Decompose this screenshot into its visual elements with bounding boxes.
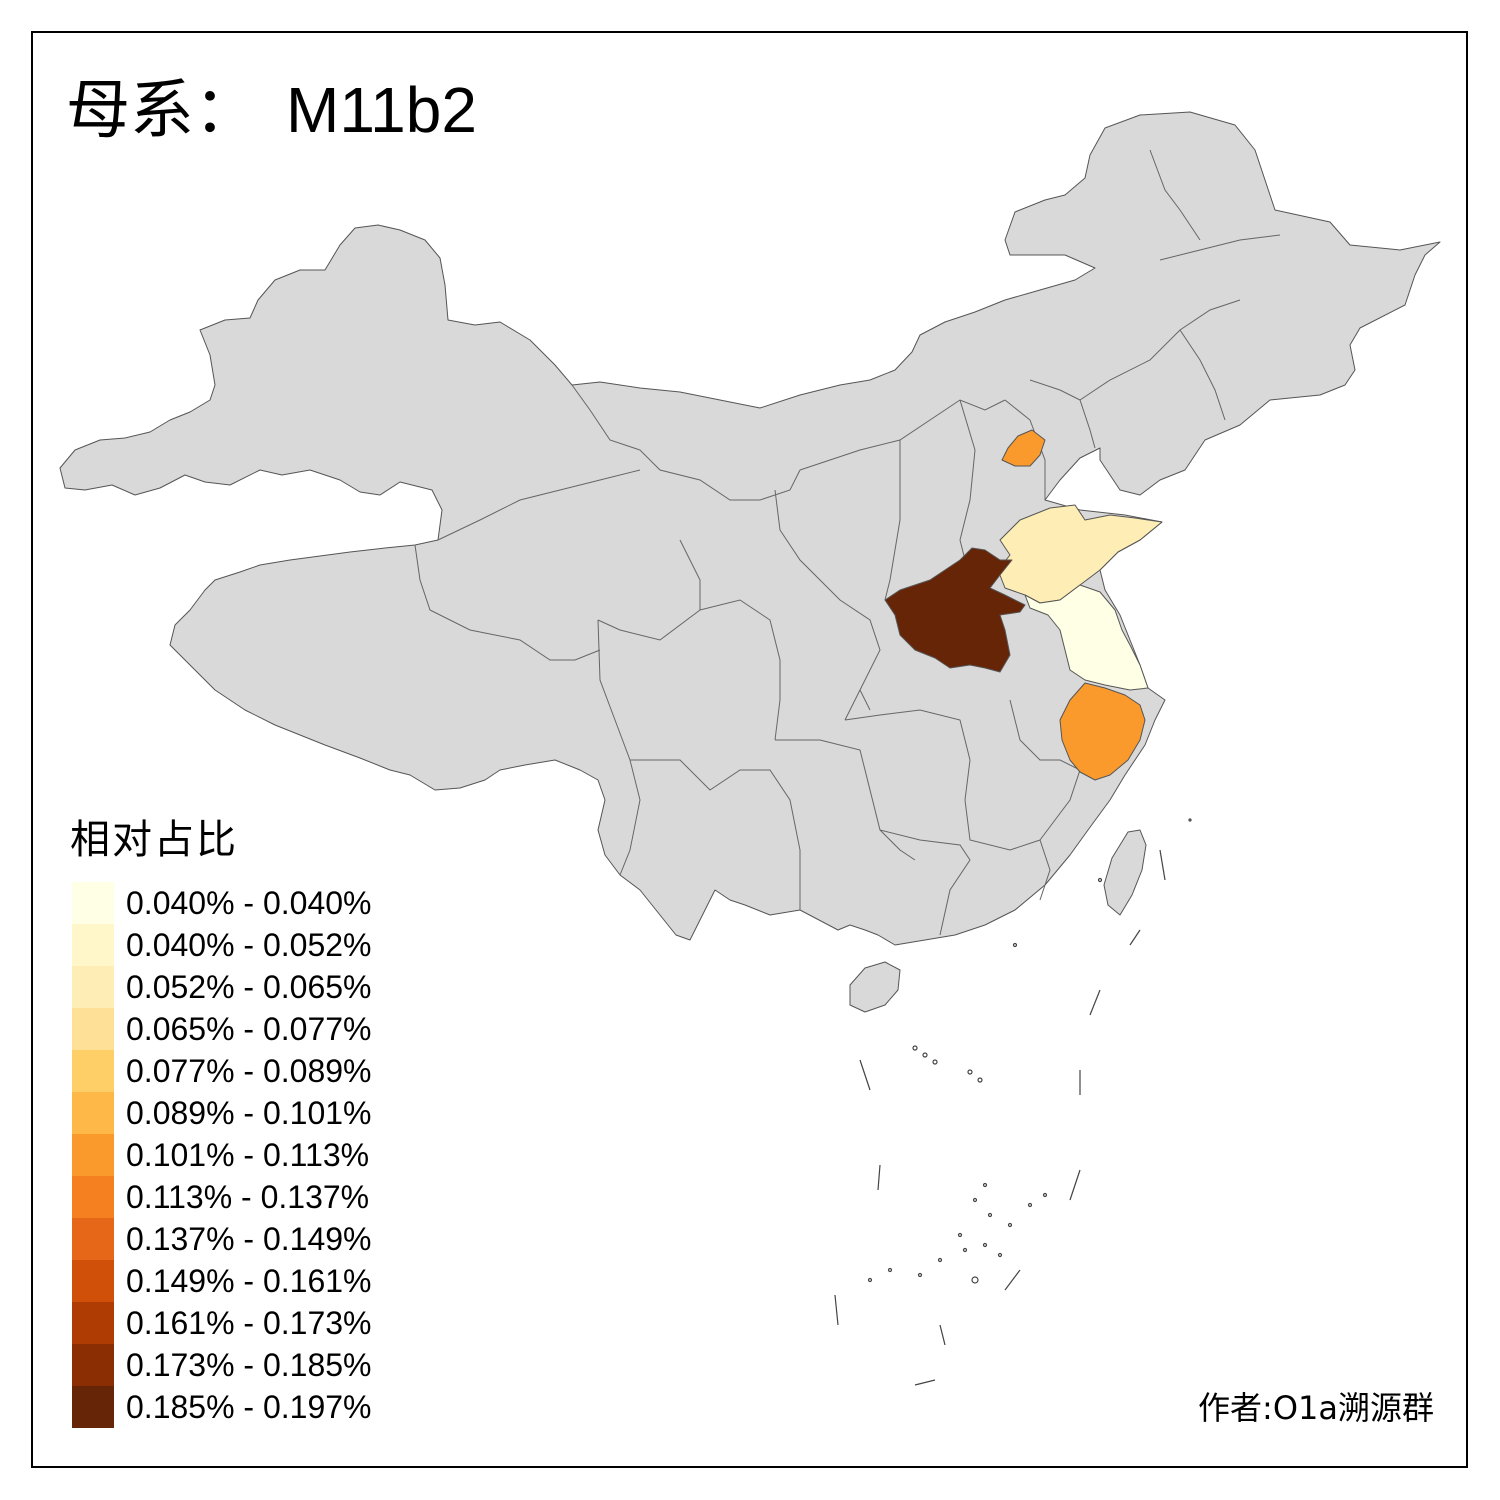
- legend-item: 0.101% - 0.113%: [72, 1134, 372, 1176]
- legend-item: 0.040% - 0.040%: [72, 882, 372, 924]
- legend-swatch: [72, 966, 114, 1008]
- title-prefix: 母系：: [66, 74, 258, 146]
- legend-swatch: [72, 1302, 114, 1344]
- legend-label: 0.149% - 0.161%: [126, 1263, 372, 1299]
- legend-item: 0.137% - 0.149%: [72, 1218, 372, 1260]
- legend-item: 0.173% - 0.185%: [72, 1344, 372, 1386]
- legend-label: 0.161% - 0.173%: [126, 1305, 372, 1341]
- legend-label: 0.065% - 0.077%: [126, 1011, 372, 1047]
- legend-label: 0.101% - 0.113%: [126, 1137, 370, 1173]
- legend-item: 0.149% - 0.161%: [72, 1260, 372, 1302]
- legend-swatch: [72, 1260, 114, 1302]
- region-hainan: [849, 961, 901, 1013]
- legend-item: 0.161% - 0.173%: [72, 1302, 372, 1344]
- legend-label: 0.040% - 0.040%: [126, 885, 372, 921]
- legend: 0.040% - 0.040% 0.040% - 0.052% 0.052% - 0…: [72, 882, 372, 1428]
- legend-swatch: [72, 1218, 114, 1260]
- legend-label: 0.089% - 0.101%: [126, 1095, 372, 1131]
- legend-swatch: [72, 1008, 114, 1050]
- legend-item: 0.040% - 0.052%: [72, 924, 372, 966]
- legend-item: 0.065% - 0.077%: [72, 1008, 372, 1050]
- legend-label: 0.113% - 0.137%: [126, 1179, 370, 1215]
- legend-label: 0.040% - 0.052%: [126, 927, 372, 963]
- legend-label: 0.173% - 0.185%: [126, 1347, 372, 1383]
- legend-swatch: [72, 1176, 114, 1218]
- region-henan: [884, 547, 1026, 673]
- region-jiangsu: [1024, 584, 1149, 691]
- legend-item: 0.052% - 0.065%: [72, 966, 372, 1008]
- legend-item: 0.077% - 0.089%: [72, 1050, 372, 1092]
- title-haplogroup: M11b2: [286, 74, 477, 146]
- province-borders: [414, 149, 1281, 936]
- region-taiwan: [1103, 829, 1147, 916]
- legend-item: 0.185% - 0.197%: [72, 1386, 372, 1428]
- legend-swatch: [72, 1134, 114, 1176]
- legend-item: 0.089% - 0.101%: [72, 1092, 372, 1134]
- legend-swatch: [72, 1050, 114, 1092]
- china-mainland: [59, 111, 1441, 946]
- legend-item: 0.113% - 0.137%: [72, 1176, 372, 1218]
- map-title: 母系： M11b2: [66, 74, 477, 146]
- legend-label: 0.077% - 0.089%: [126, 1053, 372, 1089]
- legend-label: 0.185% - 0.197%: [126, 1389, 372, 1425]
- legend-title: 相对占比: [70, 817, 238, 863]
- author-credit: 作者:O1a溯源群: [1198, 1389, 1434, 1427]
- legend-swatch: [72, 1092, 114, 1134]
- region-beijing: [1001, 429, 1046, 467]
- south-sea-islands: [834, 818, 1192, 1386]
- region-zhejiang: [1059, 682, 1146, 781]
- legend-label: 0.137% - 0.149%: [126, 1221, 372, 1257]
- legend-swatch: [72, 882, 114, 924]
- legend-label: 0.052% - 0.065%: [126, 969, 372, 1005]
- legend-swatch: [72, 924, 114, 966]
- legend-swatch: [72, 1344, 114, 1386]
- region-shandong: [997, 504, 1163, 604]
- legend-swatch: [72, 1386, 114, 1428]
